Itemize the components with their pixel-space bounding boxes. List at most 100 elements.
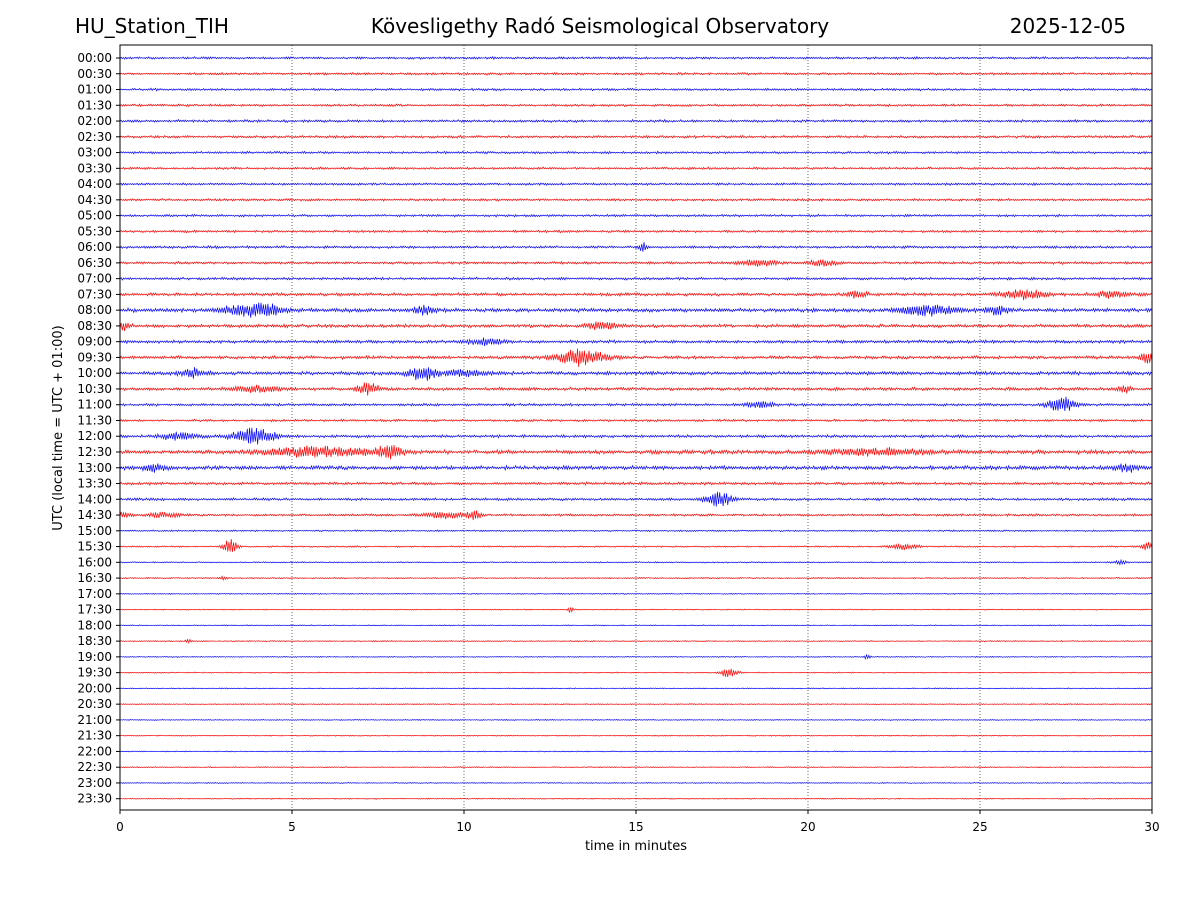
- trace-line: [119, 558, 1153, 566]
- trace-line: [119, 491, 1153, 507]
- y-tick-label: 09:00: [77, 335, 112, 349]
- y-tick-label: 02:30: [77, 130, 112, 144]
- y-tick-label: 04:00: [77, 177, 112, 191]
- y-axis-label: UTC (local time = UTC + 01:00): [51, 325, 66, 530]
- grid-lines: [291, 45, 981, 810]
- x-tick-labels: 0 5 10 15 20 25 30: [116, 810, 1160, 834]
- chart-title: Kövesligethy Radó Seismological Observat…: [370, 14, 830, 38]
- trace-line: [119, 750, 1153, 753]
- y-tick-label: 23:00: [77, 776, 112, 790]
- trace-line: [119, 653, 1153, 660]
- y-tick-label: 00:30: [77, 67, 112, 81]
- y-tick-label: 07:30: [77, 287, 112, 301]
- x-tick-label: 30: [1144, 820, 1159, 834]
- y-tick-label: 17:30: [77, 603, 112, 617]
- y-tick-label: 13:00: [77, 461, 112, 475]
- y-tick-label: 21:30: [77, 729, 112, 743]
- trace-line: [119, 529, 1153, 533]
- trace-line: [119, 638, 1153, 644]
- x-tick-label: 15: [628, 820, 643, 834]
- y-tick-label: 13:30: [77, 477, 112, 491]
- y-tick-label: 17:00: [77, 587, 112, 601]
- trace-line: [119, 229, 1153, 234]
- trace-line: [119, 71, 1153, 76]
- trace-line: [119, 150, 1153, 155]
- y-tick-label: 08:00: [77, 303, 112, 317]
- trace-line: [119, 134, 1153, 139]
- x-tick-label: 5: [288, 820, 296, 834]
- y-tick-label: 10:30: [77, 382, 112, 396]
- y-tick-label: 20:30: [77, 697, 112, 711]
- y-tick-label: 19:30: [77, 666, 112, 680]
- trace-line: [119, 382, 1153, 396]
- y-tick-label: 04:30: [77, 193, 112, 207]
- trace-line: [119, 258, 1153, 267]
- y-tick-label: 16:00: [77, 555, 112, 569]
- y-tick-label: 15:30: [77, 540, 112, 554]
- trace-line: [119, 118, 1153, 124]
- trace-line: [119, 367, 1153, 381]
- trace-line: [119, 463, 1153, 473]
- y-tick-label: 15:00: [77, 524, 112, 538]
- y-tick-label: 14:30: [77, 508, 112, 522]
- trace-group: [119, 55, 1153, 800]
- trace-line: [119, 213, 1153, 218]
- y-tick-label: 06:30: [77, 256, 112, 270]
- y-tick-label: 02:00: [77, 114, 112, 128]
- y-tick-label: 22:00: [77, 744, 112, 758]
- trace-line: [119, 396, 1153, 411]
- y-tick-label: 14:00: [77, 492, 112, 506]
- trace-line: [119, 797, 1153, 800]
- x-tick-label: 10: [456, 820, 471, 834]
- trace-line: [119, 510, 1153, 521]
- y-tick-label: 03:00: [77, 146, 112, 160]
- trace-line: [119, 348, 1153, 367]
- trace-line: [119, 592, 1153, 595]
- trace-line: [119, 575, 1153, 581]
- trace-line: [119, 607, 1153, 613]
- y-tick-label: 03:30: [77, 161, 112, 175]
- y-tick-label: 16:30: [77, 571, 112, 585]
- y-tick-label: 07:00: [77, 272, 112, 286]
- y-tick-label: 06:00: [77, 240, 112, 254]
- trace-line: [119, 539, 1153, 552]
- station-name: HU_Station_TIH: [75, 14, 229, 38]
- trace-line: [119, 781, 1153, 784]
- chart-date: 2025-12-05: [1009, 14, 1126, 38]
- x-tick-label: 25: [972, 820, 987, 834]
- y-tick-label: 08:30: [77, 319, 112, 333]
- trace-line: [119, 718, 1153, 721]
- y-tick-label: 22:30: [77, 760, 112, 774]
- trace-line: [119, 302, 1153, 318]
- trace-line: [119, 703, 1153, 706]
- trace-line: [119, 337, 1153, 347]
- trace-line: [119, 166, 1153, 171]
- trace-line: [119, 276, 1153, 281]
- x-axis-label: time in minutes: [585, 839, 687, 854]
- trace-line: [119, 624, 1153, 627]
- y-tick-label: 20:00: [77, 681, 112, 695]
- x-tick-label: 0: [116, 820, 124, 834]
- y-tick-label: 21:00: [77, 713, 112, 727]
- y-tick-label: 23:30: [77, 792, 112, 806]
- trace-line: [119, 103, 1153, 108]
- trace-line: [119, 734, 1153, 737]
- y-tick-label: 11:30: [77, 413, 112, 427]
- trace-line: [119, 445, 1153, 460]
- trace-line: [119, 427, 1153, 445]
- x-tick-label: 20: [800, 820, 815, 834]
- trace-line: [119, 242, 1153, 252]
- trace-line: [119, 289, 1153, 301]
- trace-line: [119, 481, 1153, 486]
- trace-line: [119, 668, 1153, 678]
- y-tick-label: 00:00: [77, 51, 112, 65]
- trace-line: [119, 418, 1153, 423]
- y-tick-label: 11:00: [77, 398, 112, 412]
- y-tick-label: 19:00: [77, 650, 112, 664]
- trace-line: [119, 197, 1153, 202]
- trace-line: [119, 55, 1153, 61]
- trace-line: [119, 687, 1153, 690]
- y-tick-label: 18:30: [77, 634, 112, 648]
